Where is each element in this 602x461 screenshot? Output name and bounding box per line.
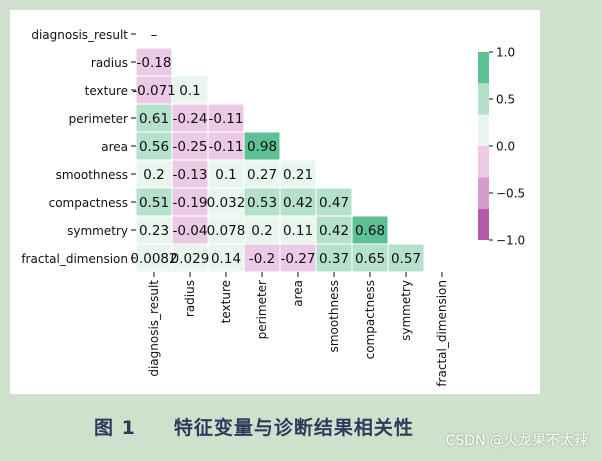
y-tick-label: diagnosis_result — [31, 28, 128, 42]
colorbar-tick-label: 1.0 — [496, 46, 515, 60]
heatmap-cell — [135, 215, 173, 245]
colorbar-tick-label: 0.5 — [496, 93, 515, 107]
colorbar-segment — [478, 114, 489, 146]
colorbar-segment — [478, 177, 489, 209]
colorbar-segment — [478, 146, 489, 178]
cell-value-label: -0.18 — [137, 55, 172, 71]
cell-value-label: – — [151, 27, 158, 43]
cell-value-label: -0.25 — [173, 139, 208, 155]
cell-value-label: -0.04 — [173, 223, 208, 239]
colorbar-segment — [478, 52, 489, 84]
cell-value-label: 0.1 — [215, 167, 236, 183]
cell-value-label: 0.11 — [283, 223, 313, 239]
heatmap-cell — [171, 187, 209, 217]
x-tick-label: symmetry — [399, 280, 413, 341]
cell-value-label: -0.27 — [281, 251, 316, 267]
heatmap-cell — [171, 215, 209, 245]
x-tick-label: perimeter — [255, 280, 269, 339]
heatmap-cell — [171, 159, 209, 189]
heatmap-cell — [315, 215, 353, 245]
cell-value-label: 0.14 — [211, 251, 241, 267]
colorbar-segment — [478, 208, 489, 240]
y-tick-label: fractal_dimension — [21, 252, 128, 266]
x-tick-label: smoothness — [327, 280, 341, 352]
watermark: CSDN @火龙果不太辣 — [445, 433, 588, 449]
cell-value-label: 0.42 — [319, 223, 349, 239]
cell-value-label: 0.27 — [247, 167, 277, 183]
heatmap-cell — [243, 159, 281, 189]
cell-value-label: 0.53 — [247, 195, 277, 211]
figure-caption: 图 1 特征变量与诊断结果相关性 — [94, 417, 414, 439]
y-tick-label: symmetry — [67, 224, 128, 238]
cell-value-label: 0.2 — [251, 223, 272, 239]
y-tick-label: area — [101, 140, 128, 154]
cell-value-label: 0.2 — [143, 167, 164, 183]
cell-value-label: 0.032 — [207, 195, 246, 211]
cell-value-label: -0.2 — [249, 251, 275, 267]
cell-value-label: 0.68 — [355, 223, 385, 239]
heatmap-cell — [171, 131, 209, 161]
chart-panel: – -0.18 -0.071 0.1 0.61 -0.24 -0.11 0.56 -0.25 -0… — [10, 10, 540, 394]
heatmap-cell — [387, 243, 425, 273]
y-tick-label: perimeter — [69, 112, 128, 126]
cell-value-label: 0.65 — [355, 251, 385, 267]
correlation-heatmap: –-0.18-0.071 0.10.61 -0.24 -0.110.56 -0.25 -0… — [21, 27, 525, 387]
heatmap-cell — [315, 187, 353, 217]
x-tick-label: texture — [219, 280, 233, 323]
cell-value-label: -0.11 — [209, 139, 244, 155]
cell-value-label: -0.24 — [173, 111, 208, 127]
x-tick-label: fractal_dimension — [435, 280, 449, 387]
cell-value-label: 0.21 — [283, 167, 313, 183]
cell-value-label: 0.47 — [319, 195, 349, 211]
y-tick-label: compactness — [49, 196, 128, 210]
cell-value-label: 0.23 — [139, 223, 169, 239]
cell-value-label: 0.029 — [171, 251, 210, 267]
cell-value-label: 0.1 — [179, 83, 200, 99]
y-tick-label: texture — [85, 84, 128, 98]
colorbar-tick-label: 0.0 — [496, 140, 515, 154]
cell-value-label: 0.37 — [319, 251, 349, 267]
heatmap-cell — [135, 75, 173, 105]
colorbar-segment — [478, 83, 489, 115]
x-tick-label: compactness — [363, 280, 377, 359]
heatmap-cell — [207, 243, 245, 273]
cell-value-label: -0.11 — [209, 111, 244, 127]
cell-value-label: 0.56 — [139, 139, 169, 155]
colorbar-tick-label: −0.5 — [496, 187, 525, 201]
heatmap-cell — [279, 187, 317, 217]
cell-value-label: 0.57 — [391, 251, 421, 267]
cell-value-label: -0.071 — [132, 83, 176, 99]
heatmap-cell — [243, 131, 281, 161]
x-tick-label: radius — [183, 280, 197, 317]
cell-value-label: -0.13 — [173, 167, 208, 183]
y-tick-label: smoothness — [56, 168, 128, 182]
heatmap-cell — [135, 243, 173, 273]
x-tick-label: area — [291, 280, 305, 307]
y-tick-label: radius — [91, 56, 128, 70]
heatmap-cell — [207, 103, 245, 133]
heatmap-cell — [243, 187, 281, 217]
cell-value-label: 0.61 — [139, 111, 169, 127]
colorbar-tick-label: −1.0 — [496, 234, 525, 248]
cell-value-label: -0.19 — [173, 195, 208, 211]
cell-value-label: 0.51 — [139, 195, 169, 211]
cell-value-label: 0.98 — [247, 139, 277, 155]
cell-value-label: 0.078 — [207, 223, 246, 239]
cell-value-label: 0.42 — [283, 195, 313, 211]
cell-value-label: 0.0082 — [130, 251, 177, 267]
x-tick-label: diagnosis_result — [147, 280, 161, 377]
